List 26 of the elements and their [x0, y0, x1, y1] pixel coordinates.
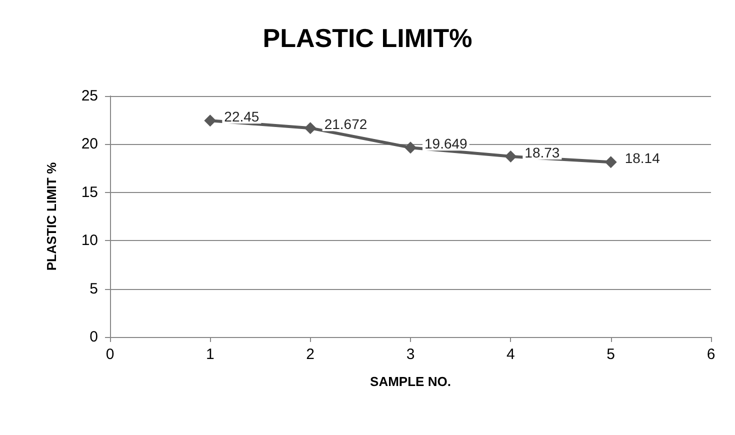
point [504, 150, 517, 162]
y-tick-label: 0 [90, 328, 98, 346]
x-tick-label: 5 [606, 346, 616, 363]
x-tick-label: 6 [706, 346, 716, 363]
chart-title: PLASTIC LIMIT% [262, 23, 472, 53]
data-label: 19.649 [424, 136, 468, 152]
point [404, 142, 416, 154]
data-label: 21.672 [324, 116, 368, 132]
data-label: 22.45 [224, 108, 260, 125]
x-tick-label: 2 [306, 346, 315, 363]
x-tick-label: 0 [106, 346, 114, 363]
y-tick-label: 5 [90, 280, 98, 298]
y-axis-title: PLASTIC LIMIT % [44, 162, 59, 271]
data-label: 18.73 [524, 144, 560, 160]
y-tick-label: 20 [81, 136, 98, 153]
x-tick-label: 3 [406, 346, 415, 363]
y-tick-label: 25 [81, 88, 98, 104]
x-tick-label: 4 [506, 346, 515, 363]
point [304, 122, 316, 134]
y-tick-label: 10 [81, 232, 98, 250]
x-axis-title: SAMPLE NO. [370, 374, 451, 389]
point [604, 156, 617, 168]
y-tick-label: 15 [81, 184, 98, 201]
x-tick-label: 1 [206, 346, 214, 363]
data-label: 18.14 [624, 150, 660, 166]
point [204, 114, 216, 127]
